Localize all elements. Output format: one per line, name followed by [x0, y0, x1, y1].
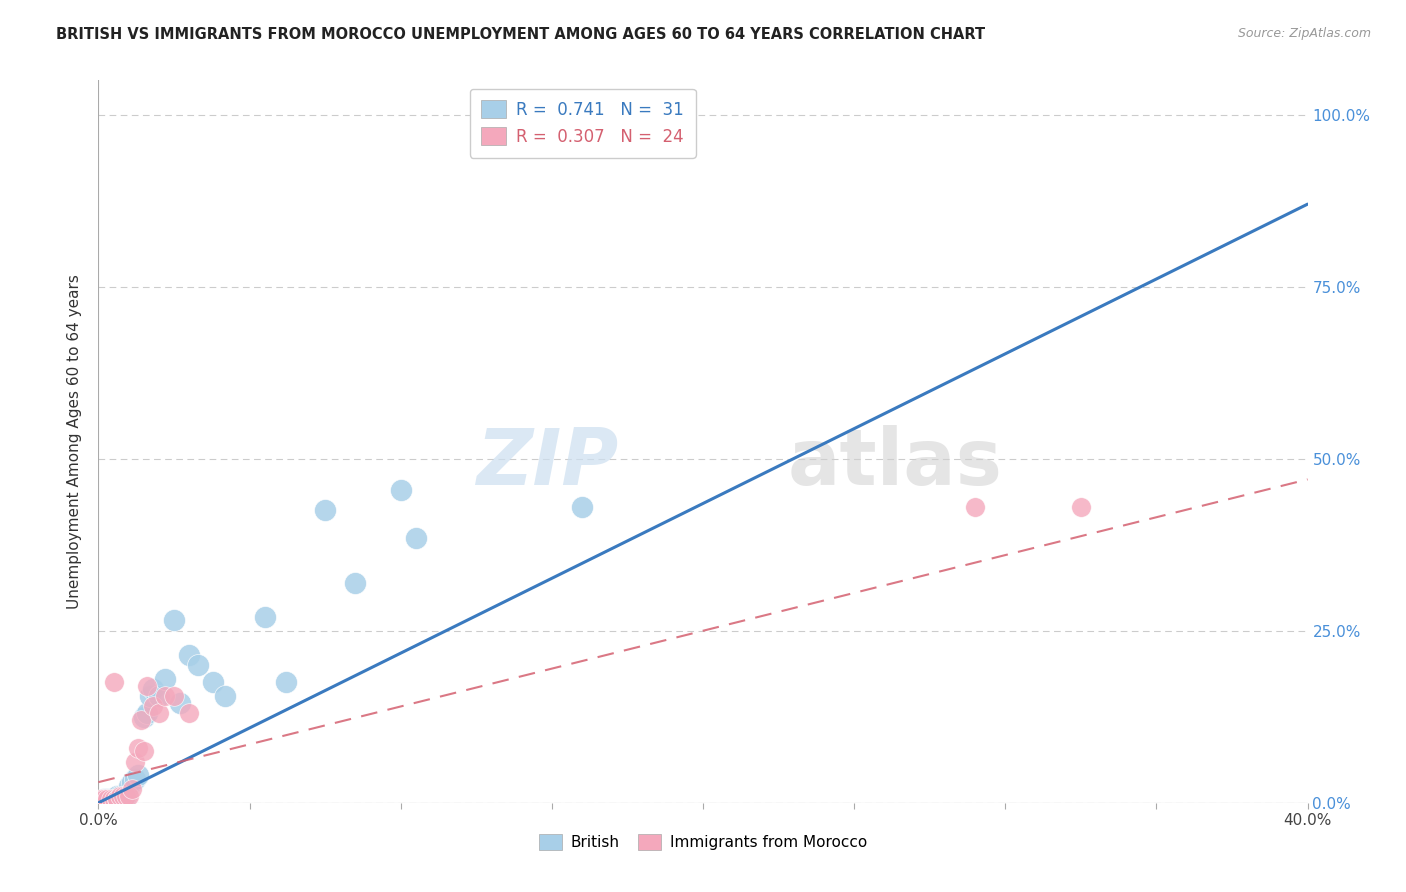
Point [202, 675, 225, 690]
Point [344, 575, 367, 590]
Point [135, 679, 157, 693]
Point [111, 789, 134, 803]
Point [314, 503, 336, 517]
Point [148, 689, 170, 703]
Point [142, 699, 165, 714]
Point [163, 689, 186, 703]
Text: Source: ZipAtlas.com: Source: ZipAtlas.com [1237, 27, 1371, 40]
Point [965, 500, 987, 514]
Point [274, 675, 297, 690]
Point [124, 772, 146, 786]
Point [103, 792, 125, 806]
Point [93, 792, 115, 806]
Point [108, 789, 131, 803]
Point [179, 648, 201, 662]
Point [214, 689, 236, 703]
Point [571, 500, 593, 514]
Point [187, 658, 209, 673]
Point [90, 792, 112, 806]
Point [253, 610, 276, 624]
Point [114, 789, 136, 803]
Point [103, 675, 125, 690]
Point [103, 792, 125, 806]
Point [142, 682, 165, 697]
Point [405, 531, 427, 545]
Text: BRITISH VS IMMIGRANTS FROM MOROCCO UNEMPLOYMENT AMONG AGES 60 TO 64 YEARS CORREL: BRITISH VS IMMIGRANTS FROM MOROCCO UNEMP… [56, 27, 986, 42]
Point [124, 755, 146, 769]
Point [129, 713, 152, 727]
Text: atlas: atlas [787, 425, 1002, 501]
Point [96, 792, 118, 806]
Point [153, 672, 176, 686]
Point [127, 740, 149, 755]
Point [389, 483, 412, 497]
Point [139, 689, 162, 703]
Point [96, 792, 118, 806]
Point [1070, 500, 1092, 514]
Point [163, 614, 186, 628]
Point [108, 789, 131, 803]
Point [132, 744, 155, 758]
Point [105, 789, 128, 803]
Text: ZIP: ZIP [477, 425, 619, 501]
Point [100, 792, 122, 806]
Point [118, 779, 141, 793]
Point [148, 706, 170, 721]
Y-axis label: Unemployment Among Ages 60 to 64 years: Unemployment Among Ages 60 to 64 years [67, 274, 83, 609]
Point [132, 710, 155, 724]
Point [118, 789, 141, 803]
Point [169, 696, 191, 710]
Point [111, 789, 134, 803]
Point [114, 789, 136, 803]
Point [127, 768, 149, 782]
Point [179, 706, 201, 721]
Point [135, 706, 157, 721]
Point [100, 792, 122, 806]
Legend: British, Immigrants from Morocco: British, Immigrants from Morocco [533, 828, 873, 856]
Point [153, 689, 176, 703]
Point [105, 792, 128, 806]
Point [105, 792, 128, 806]
Point [121, 782, 143, 797]
Point [93, 792, 115, 806]
Point [555, 108, 578, 122]
Point [121, 775, 143, 789]
